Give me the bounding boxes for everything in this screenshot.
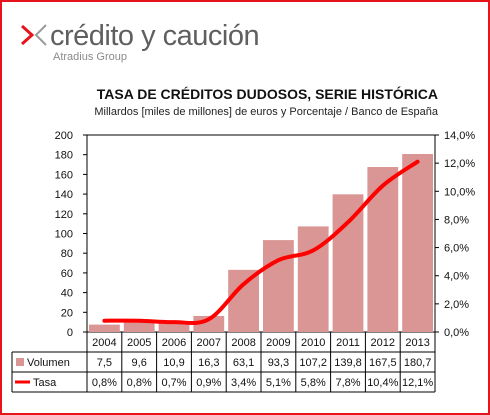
table-cell-volumen: 107,2	[299, 357, 327, 369]
bar	[263, 240, 294, 332]
x-tick-label: 2005	[127, 337, 151, 349]
brand-name: crédito y caución	[50, 20, 260, 52]
table-cell-tasa: 0,7%	[161, 377, 186, 389]
x-tick-label: 2004	[92, 337, 116, 349]
legend-label-volumen: Volumen	[27, 357, 70, 369]
brand-chevron-red	[20, 24, 35, 46]
table-cell-tasa: 5,1%	[266, 377, 291, 389]
table-cell-tasa: 0,8%	[127, 377, 152, 389]
brand-subtitle: Atradius Group	[53, 51, 127, 63]
x-tick-label: 2007	[197, 337, 221, 349]
table-cell-tasa: 12,1%	[402, 377, 433, 389]
x-tick-label: 2008	[231, 337, 255, 349]
bar	[193, 315, 225, 332]
chart-title: TASA DE CRÉDITOS DUDOSOS, SERIE HISTÓRIC…	[96, 86, 438, 102]
y-left-tick-label: 120	[55, 209, 73, 221]
table-cell-tasa: 0,8%	[92, 377, 117, 389]
table-cell-tasa: 7,8%	[335, 377, 360, 389]
y-right-tick-label: 8,0%	[444, 214, 469, 226]
bar	[123, 322, 155, 332]
y-right-tick-label: 0,0%	[444, 327, 469, 339]
table-cell-volumen: 16,3	[198, 357, 219, 369]
table-cell-volumen: 139,8	[334, 357, 362, 369]
y-right-tick-label: 14,0%	[444, 130, 475, 142]
table-cell-tasa: 10,4%	[367, 377, 398, 389]
table-cell-tasa: 0,9%	[196, 377, 221, 389]
table-cell-volumen: 167,5	[369, 357, 397, 369]
y-left-tick-label: 40	[61, 288, 73, 300]
table-cell-volumen: 10,9	[163, 357, 184, 369]
y-left-tick-label: 100	[55, 229, 73, 241]
x-tick-label: 2006	[162, 337, 186, 349]
y-right-tick-label: 2,0%	[444, 299, 469, 311]
brand-chevron-icon	[20, 24, 47, 46]
bar	[89, 324, 120, 332]
bar	[228, 269, 259, 332]
x-tick-label: 2009	[266, 337, 290, 349]
bar	[402, 154, 433, 332]
y-right-tick-label: 4,0%	[444, 271, 469, 283]
legend-swatch-volumen	[16, 358, 24, 366]
chart-subtitle: Millardos [miles de millones] de euros y…	[94, 106, 438, 118]
y-right-tick-label: 12,0%	[444, 158, 475, 170]
y-left-tick-label: 200	[55, 130, 73, 142]
bar	[367, 167, 399, 332]
table-cell-volumen: 63,1	[233, 357, 254, 369]
y-left-tick-label: 140	[55, 189, 73, 201]
y-left-tick-label: 20	[61, 307, 73, 319]
table-cell-volumen: 7,5	[97, 357, 112, 369]
x-tick-label: 2013	[405, 337, 429, 349]
bar	[158, 321, 190, 332]
y-right-tick-label: 10,0%	[444, 186, 475, 198]
y-left-tick-label: 60	[61, 268, 73, 280]
y-left-tick-label: 160	[55, 169, 73, 181]
legend-label-tasa: Tasa	[33, 377, 57, 389]
y-left-tick-label: 180	[55, 150, 73, 162]
table-cell-volumen: 93,3	[268, 357, 289, 369]
y-left-tick-label: 0	[67, 327, 73, 339]
x-tick-label: 2010	[301, 337, 325, 349]
table-cell-tasa: 3,4%	[231, 377, 256, 389]
table-cell-tasa: 5,8%	[301, 377, 326, 389]
y-right-tick-label: 6,0%	[444, 243, 469, 255]
x-tick-label: 2011	[336, 337, 360, 349]
x-tick-label: 2012	[371, 337, 395, 349]
y-left-tick-label: 80	[61, 248, 73, 260]
series-line-tasa	[102, 159, 420, 326]
brand-chevron-grey	[34, 24, 47, 46]
bar	[332, 194, 364, 332]
table-cell-volumen: 180,7	[404, 357, 432, 369]
table-cell-volumen: 9,6	[132, 357, 147, 369]
